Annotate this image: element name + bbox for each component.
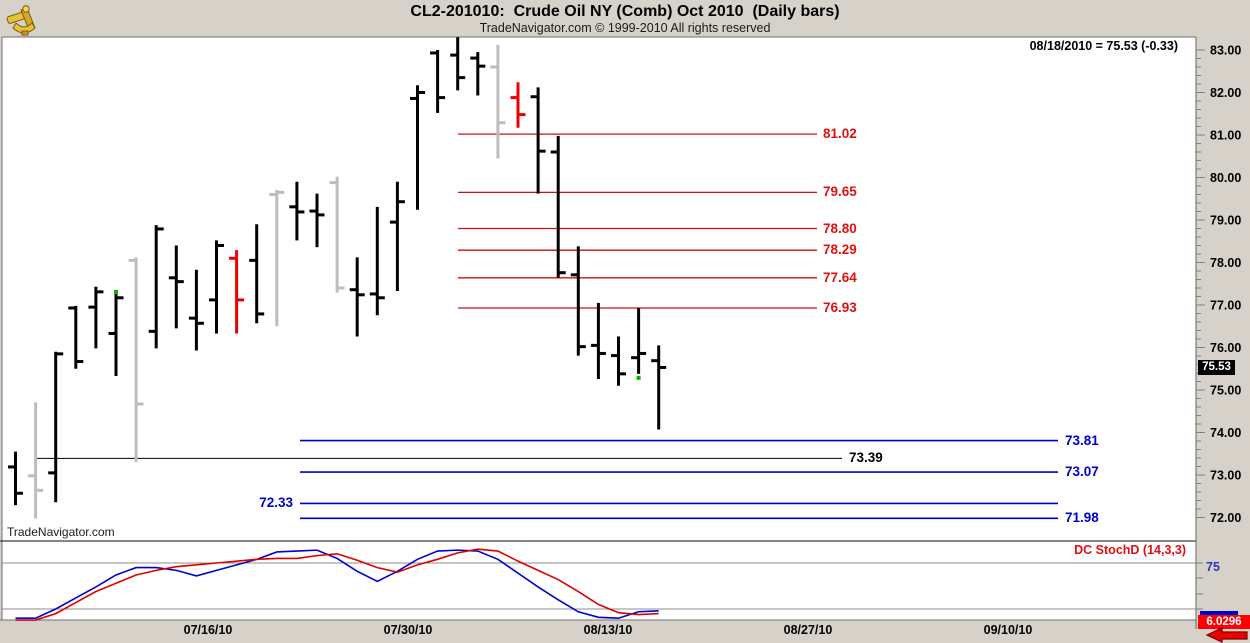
level-label-black: 73.39 [849, 450, 883, 466]
date-axis-label: 09/10/10 [984, 623, 1033, 637]
price-axis-label: 81.00 [1210, 129, 1241, 143]
stoch-line-blue [15, 549, 659, 620]
chart-title: CL2-201010: Crude Oil NY (Comb) Oct 2010… [410, 3, 840, 20]
stoch-line-red [15, 548, 659, 621]
level-label-red: 78.80 [823, 220, 857, 236]
last-quote-note: 08/18/2010 = 75.53 (-0.33) [1029, 39, 1178, 53]
price-axis-label: 82.00 [1210, 86, 1241, 100]
level-label-red: 78.29 [823, 242, 857, 258]
level-label-red: 76.93 [823, 299, 857, 315]
level-label-red: 77.64 [823, 269, 857, 285]
indicator-scroll-strip [1200, 611, 1238, 615]
level-label-blue: 72.33 [259, 495, 293, 511]
level-label-blue: 71.98 [1065, 510, 1099, 526]
tradenavigator-logo-icon [6, 5, 36, 36]
indicator-value-badge: 6.0296 [1198, 615, 1250, 629]
date-axis-label: 08/13/10 [584, 623, 633, 637]
level-label-red: 79.65 [823, 184, 857, 200]
red-left-arrow-icon[interactable] [1194, 626, 1250, 643]
date-axis-label: 08/27/10 [784, 623, 833, 637]
price-axis-label: 76.00 [1210, 341, 1241, 355]
indicator-title: DC StochD (14,3,3) [1074, 543, 1186, 557]
indicator-axis-label: 75 [1206, 560, 1220, 574]
price-axis-label: 80.00 [1210, 171, 1241, 185]
price-axis-label: 79.00 [1210, 214, 1241, 228]
green-signal-dot [636, 375, 641, 380]
price-axis-label: 73.00 [1210, 469, 1241, 483]
price-axis-label: 74.00 [1210, 426, 1241, 440]
price-axis-label: 83.00 [1210, 44, 1241, 58]
date-axis-label: 07/30/10 [384, 623, 433, 637]
price-axis-label: 75.00 [1210, 384, 1241, 398]
level-label-blue: 73.07 [1065, 464, 1099, 480]
last-price-badge: 75.53 [1198, 359, 1235, 375]
level-label-red: 81.02 [823, 126, 857, 142]
chart-subtitle: TradeNavigator.com © 1999-2010 All right… [479, 21, 771, 35]
date-axis-label: 07/16/10 [184, 623, 233, 637]
level-label-blue: 73.81 [1065, 432, 1099, 448]
green-signal-dot [114, 289, 118, 294]
price-axis-label: 77.00 [1210, 299, 1241, 313]
price-axis-label: 78.00 [1210, 256, 1241, 270]
watermark-text: TradeNavigator.com [7, 525, 115, 539]
price-axis-label: 72.00 [1210, 511, 1241, 525]
